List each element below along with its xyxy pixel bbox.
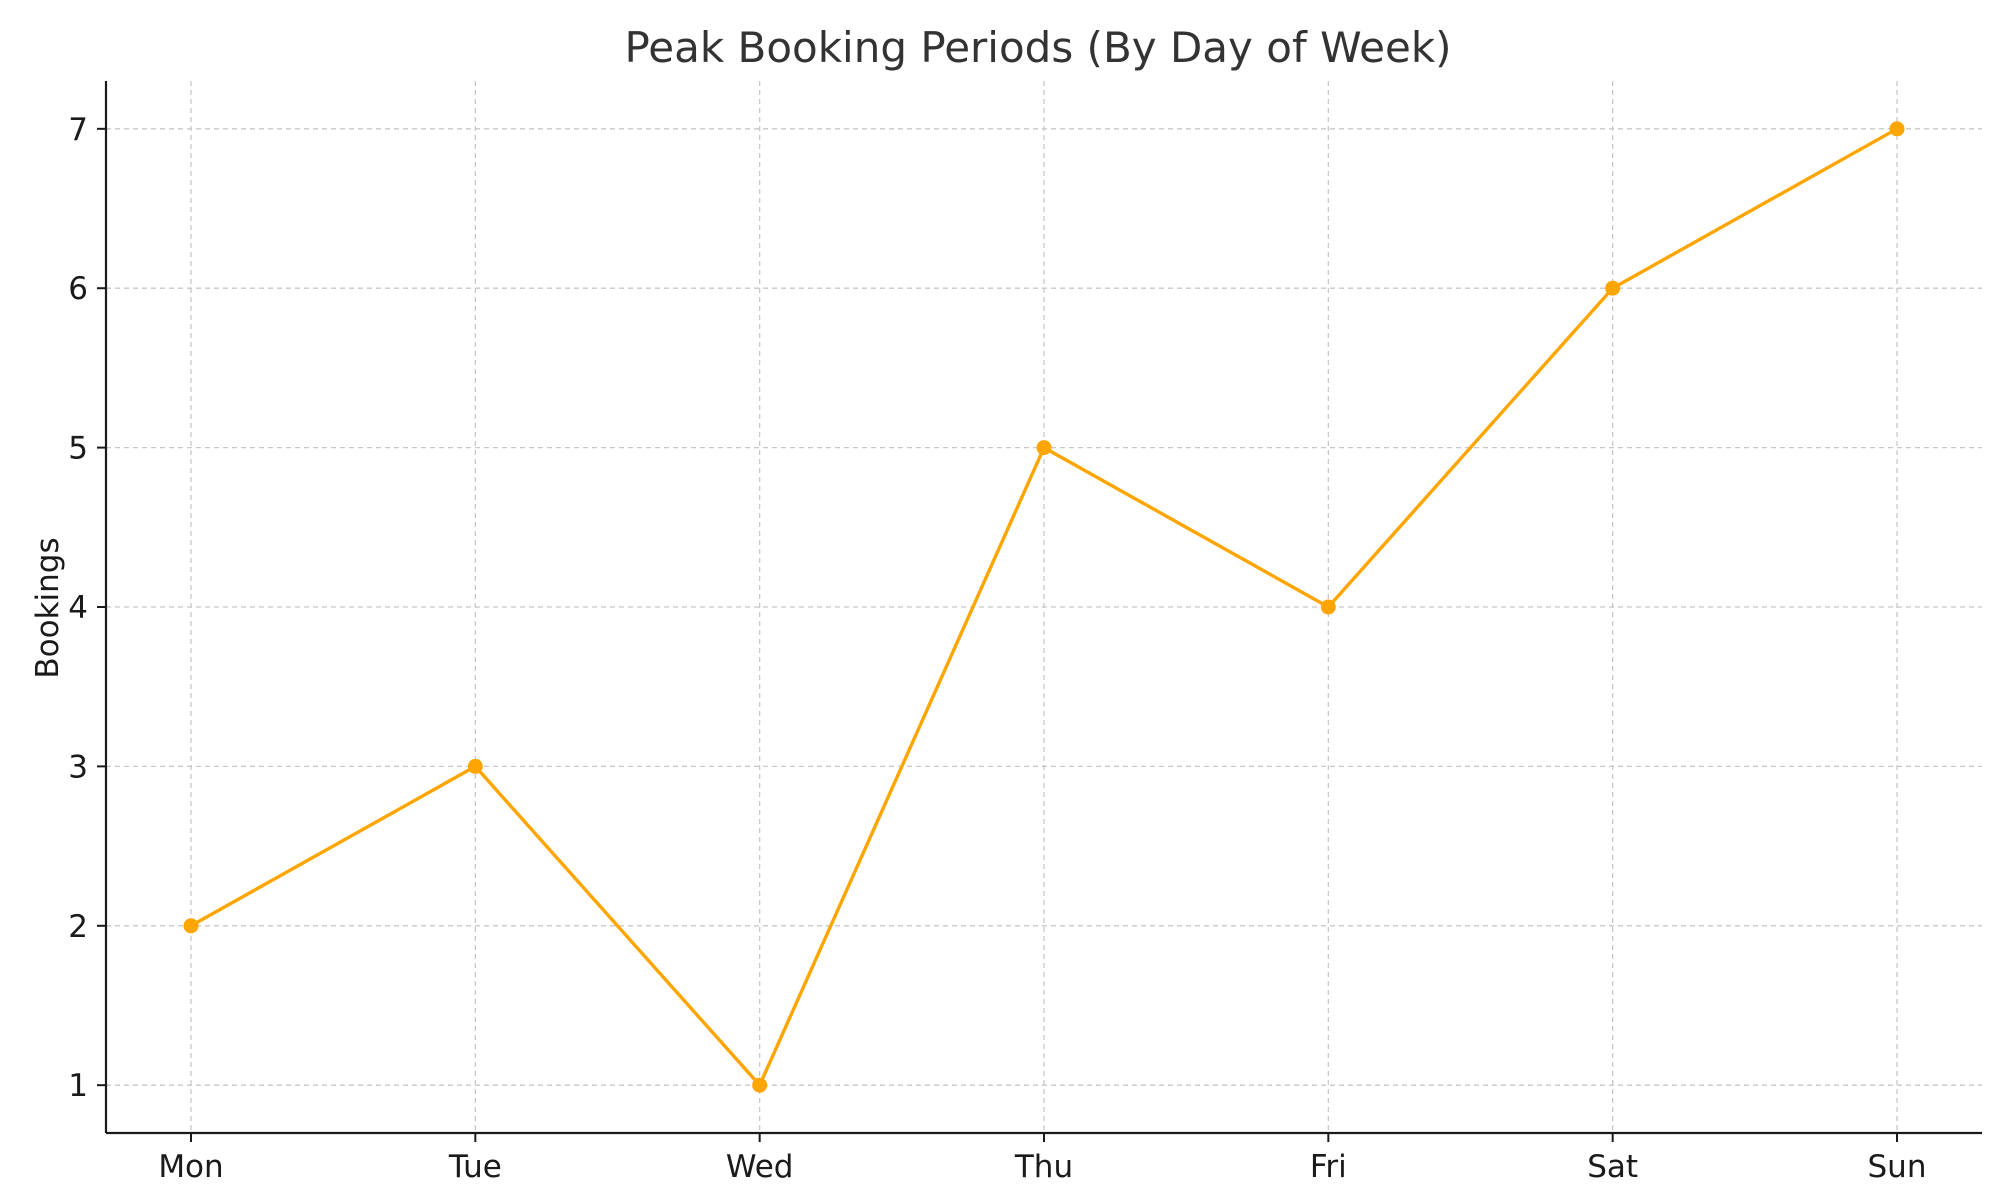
x-tick-label: Sat xyxy=(1587,1149,1638,1185)
data-point xyxy=(1889,121,1905,137)
x-tick-label: Sun xyxy=(1868,1149,1927,1185)
data-point xyxy=(183,918,199,934)
y-tick-label: 4 xyxy=(68,590,88,626)
y-tick-label: 6 xyxy=(68,271,88,307)
chart-title: Peak Booking Periods (By Day of Week) xyxy=(624,23,1451,72)
data-point xyxy=(1036,440,1052,456)
y-axis-label: Bookings xyxy=(30,537,66,678)
x-tick-label: Mon xyxy=(158,1149,223,1185)
data-point xyxy=(1605,280,1621,296)
y-tick-label: 5 xyxy=(68,431,88,467)
grid-lines xyxy=(106,81,1982,1133)
x-tick-label: Wed xyxy=(726,1149,794,1185)
data-point xyxy=(467,758,483,774)
x-tick-label: Tue xyxy=(448,1149,502,1185)
y-tick-label: 3 xyxy=(68,749,88,785)
axes xyxy=(97,81,1982,1142)
data-series xyxy=(183,121,1905,1093)
data-point xyxy=(752,1077,768,1093)
y-tick-label: 7 xyxy=(68,112,88,148)
y-tick-label: 1 xyxy=(68,1068,88,1104)
data-point xyxy=(1320,599,1336,615)
tick-labels: 1 2 3 4 5 6 7 Mon Tue Wed Thu Fri Sat Sun xyxy=(68,112,1926,1185)
x-tick-label: Thu xyxy=(1014,1149,1073,1185)
x-tick-label: Fri xyxy=(1310,1149,1347,1185)
y-tick-label: 2 xyxy=(68,909,88,945)
